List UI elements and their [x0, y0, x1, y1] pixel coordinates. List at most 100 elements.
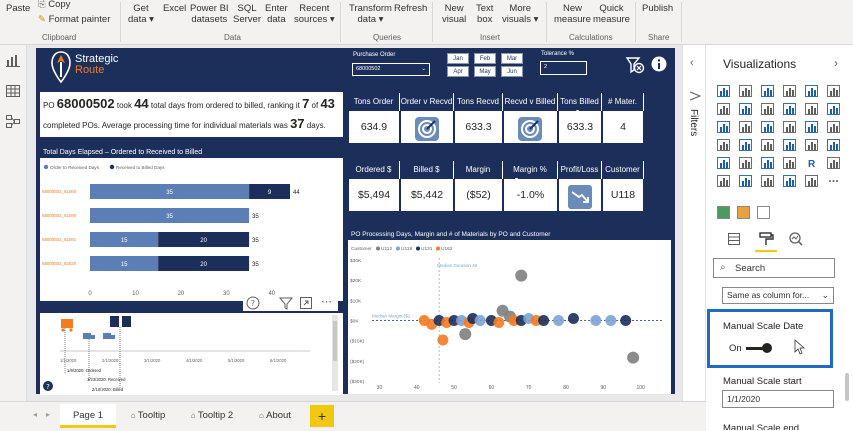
toggle-knob[interactable] — [762, 343, 772, 353]
month-button-feb[interactable]: Feb — [474, 53, 496, 64]
line-column-2-icon[interactable] — [805, 103, 818, 115]
scatter-point[interactable] — [627, 351, 640, 364]
excel-button[interactable]: Excel — [163, 3, 187, 14]
tolerance-input[interactable]: 2 — [540, 61, 587, 75]
month-button-jun[interactable]: Jun — [501, 66, 523, 77]
key-influencers-icon[interactable] — [717, 175, 730, 187]
scatter-point[interactable] — [605, 315, 617, 326]
tab-scroll-right-icon[interactable]: ▸ — [46, 410, 51, 419]
scatter-point[interactable] — [459, 328, 472, 341]
scatter-point[interactable] — [553, 315, 565, 326]
quick-measure-button[interactable]: Quick measure — [593, 3, 630, 25]
paste-button[interactable]: Paste — [6, 3, 31, 14]
table-build-icon[interactable] — [717, 206, 730, 219]
report-view-icon[interactable] — [6, 54, 21, 67]
bar-segment-order[interactable] — [90, 232, 159, 247]
scatter-point[interactable] — [538, 315, 550, 326]
fields-tab-icon[interactable] — [727, 232, 741, 246]
python-visual-icon[interactable] — [827, 157, 840, 169]
gauge-chart-icon[interactable] — [783, 139, 796, 151]
tab-about[interactable]: ⌂ About — [259, 410, 291, 421]
filled-map-icon[interactable] — [739, 139, 752, 151]
scatter-point[interactable] — [493, 316, 505, 328]
analytics-tab-icon[interactable] — [788, 231, 804, 247]
bar-segment-billed[interactable] — [249, 184, 290, 199]
paginated-visual-icon[interactable] — [805, 175, 818, 187]
r-script-visual-icon[interactable]: R — [805, 157, 818, 169]
bar-segment-order[interactable] — [90, 184, 250, 199]
scale-type-dropdown[interactable]: Same as column for... ⌄ — [722, 287, 834, 304]
filter-icon[interactable] — [279, 296, 293, 310]
format-paint-roller-icon[interactable] — [758, 231, 774, 247]
slicer-visual-icon[interactable] — [739, 157, 752, 169]
recent-sources-button[interactable]: Recent sources ▾ — [294, 3, 335, 25]
scatter-point[interactable] — [567, 313, 579, 325]
month-button-may[interactable]: May — [474, 66, 496, 77]
enter-data-button[interactable]: Enter data — [265, 3, 288, 25]
scatter-point[interactable] — [620, 315, 632, 326]
tab-page-1[interactable]: Page 1 — [60, 404, 116, 428]
donut-chart-icon[interactable] — [805, 121, 818, 133]
kpi-visual-icon[interactable] — [717, 157, 730, 169]
bar-segment-billed[interactable] — [158, 256, 250, 271]
collapse-right-icon[interactable]: › — [834, 56, 838, 70]
smart-narrative-icon[interactable] — [783, 175, 796, 187]
scatter-chart-icon[interactable] — [761, 121, 774, 133]
text-box-button[interactable]: Text box — [476, 3, 494, 25]
tab-tooltip[interactable]: ⌂ Tooltip — [130, 410, 166, 421]
manual-scale-start-input[interactable]: 1/1/2020 — [722, 390, 834, 408]
stacked-bar-icon[interactable] — [717, 85, 730, 97]
clustered-bar-icon[interactable] — [761, 85, 774, 97]
table-visual-icon[interactable] — [761, 157, 774, 169]
scatter-point[interactable] — [437, 334, 449, 346]
stacked-area-icon[interactable] — [761, 103, 774, 115]
powerbi-datasets-button[interactable]: Power BI datasets — [190, 3, 229, 25]
stacked-column-icon[interactable] — [739, 85, 752, 97]
funnel-chart-icon[interactable] — [739, 121, 752, 133]
dots-build-icon[interactable] — [757, 206, 770, 219]
decomposition-tree-icon[interactable] — [739, 175, 752, 187]
map-chart-icon[interactable] — [717, 139, 730, 151]
pane-scrollbar[interactable] — [845, 373, 849, 401]
collapse-left-icon[interactable]: ‹ — [690, 57, 694, 69]
help-icon[interactable]: ? — [246, 296, 260, 310]
timeline-card[interactable] — [40, 313, 343, 395]
sort-arrow-icon[interactable]: ▾ — [576, 109, 580, 115]
get-data-button[interactable]: Get data ▾ — [128, 3, 154, 25]
100pct-column-icon[interactable] — [827, 85, 840, 97]
sql-server-button[interactable]: SQL Server — [233, 3, 261, 25]
bar-chart-card[interactable] — [40, 147, 343, 301]
line-chart-icon[interactable] — [717, 103, 730, 115]
copy-button[interactable]: ⎘ Copy — [38, 0, 71, 10]
month-button-jan[interactable]: Jan — [447, 53, 469, 64]
ribbon-chart-icon[interactable] — [827, 103, 840, 115]
card-visual-icon[interactable] — [805, 139, 818, 151]
new-visual-button[interactable]: New visual — [442, 3, 467, 25]
scatter-point[interactable] — [474, 315, 486, 326]
area-chart-icon[interactable] — [739, 103, 752, 115]
shape-map-icon[interactable] — [761, 139, 774, 151]
treemap-chart-icon[interactable] — [827, 121, 840, 133]
publish-button[interactable]: Publish — [642, 3, 674, 14]
help-badge-icon[interactable]: ? — [43, 381, 53, 391]
bar-segment-order[interactable] — [90, 208, 250, 223]
info-icon[interactable] — [651, 56, 667, 72]
waterfall-chart-icon[interactable] — [717, 121, 730, 133]
bar-segment-order[interactable] — [90, 256, 159, 271]
format-painter-button[interactable]: ✎ Format painter — [38, 14, 111, 25]
bar-segment-billed[interactable] — [158, 232, 250, 247]
add-page-button[interactable]: + — [310, 405, 334, 427]
more-visuals-button[interactable]: More visuals ▾ — [502, 3, 539, 25]
multi-row-card-icon[interactable] — [827, 139, 840, 151]
more-options-icon[interactable]: ⋯ — [321, 296, 332, 308]
refresh-button[interactable]: Refresh — [394, 3, 428, 14]
qa-visual-icon[interactable] — [761, 175, 774, 187]
purchase-order-dropdown[interactable]: 68000502 ⌄ — [352, 63, 430, 76]
data-view-icon[interactable] — [6, 85, 21, 98]
line-column-icon[interactable] — [783, 103, 796, 115]
new-measure-button[interactable]: New measure — [554, 3, 591, 25]
month-button-mar[interactable]: Mar — [501, 53, 523, 64]
model-view-icon[interactable] — [6, 115, 21, 128]
transform-data-button[interactable]: Transform data ▾ — [349, 3, 392, 25]
more-visuals-icon[interactable] — [827, 175, 840, 187]
